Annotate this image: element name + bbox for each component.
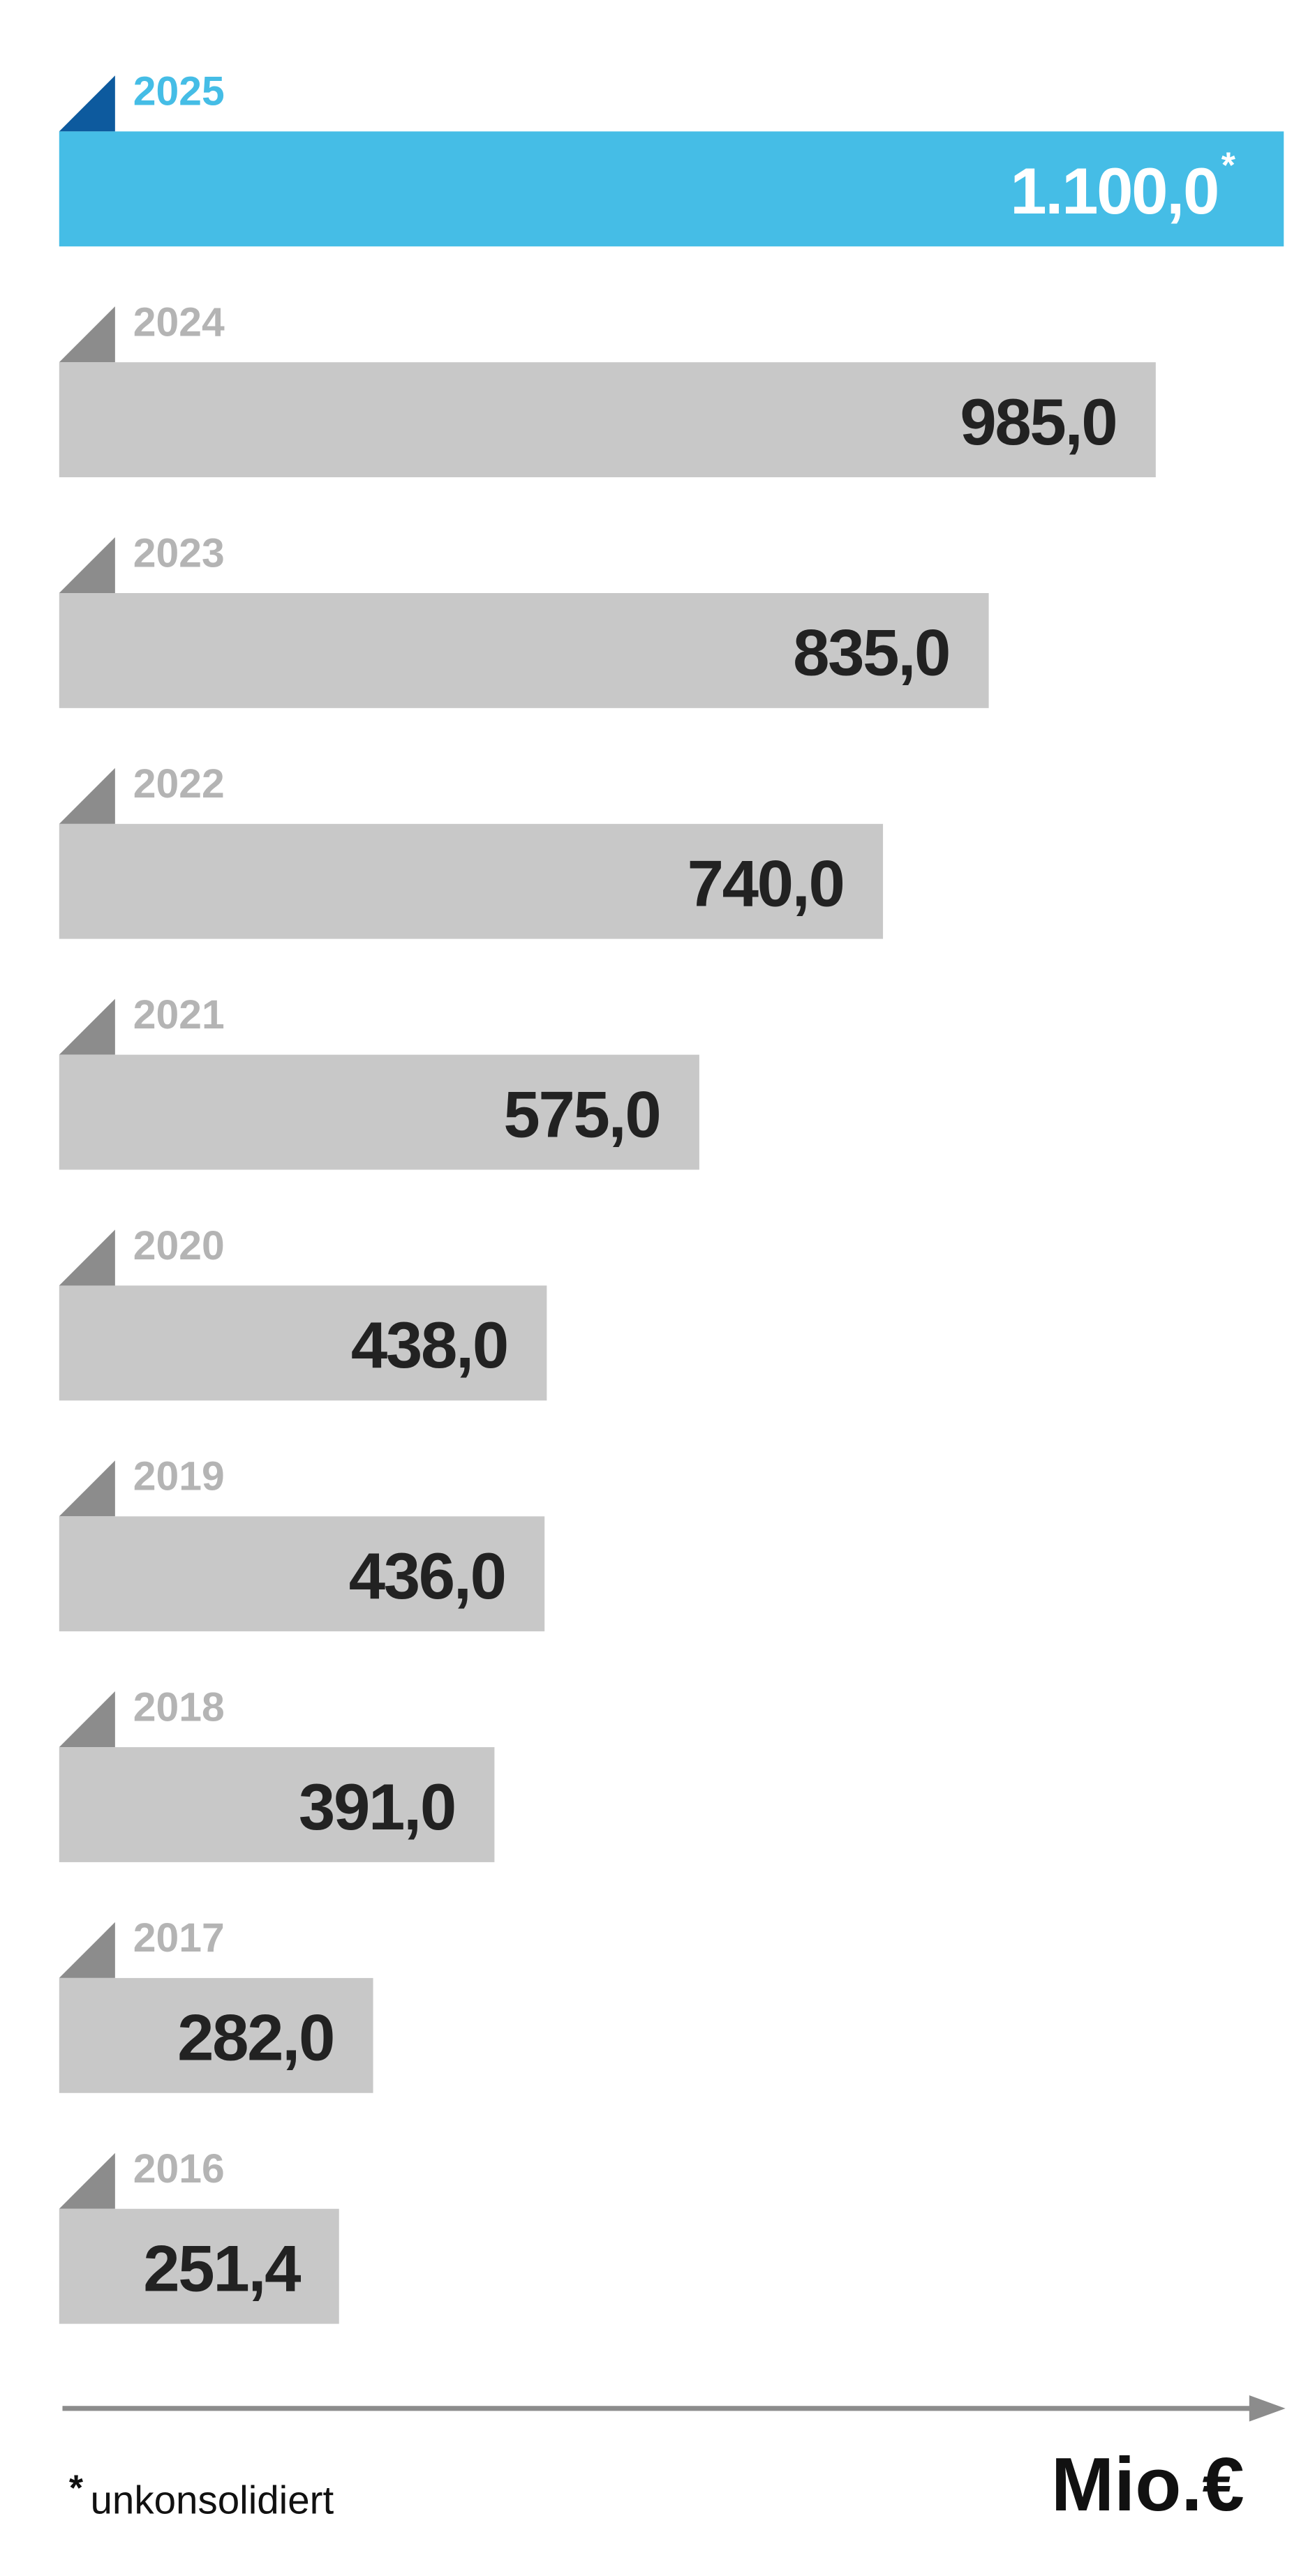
category-label: 2023	[133, 530, 225, 576]
bar-corner	[59, 1229, 115, 1286]
bar-corner	[59, 767, 115, 824]
footnote: unkonsolidiert	[91, 2478, 334, 2522]
bar-corner	[59, 1460, 115, 1517]
value-label: 282,0	[177, 2001, 334, 2074]
category-label: 2016	[133, 2146, 225, 2192]
bar	[59, 1054, 699, 1170]
bar	[59, 362, 1156, 478]
bar	[59, 1977, 373, 2093]
bar-corner	[59, 75, 115, 132]
bar-corner	[59, 1922, 115, 1978]
value-note: *	[1221, 144, 1236, 185]
value-label: 575,0	[503, 1077, 660, 1151]
category-label: 2024	[133, 300, 225, 345]
value-label: 1.100,0	[1010, 154, 1218, 227]
bar	[59, 2208, 339, 2324]
bar	[59, 131, 1284, 247]
bar-corner	[59, 998, 115, 1055]
category-label: 2017	[133, 1915, 225, 1961]
category-label: 2019	[133, 1454, 225, 1499]
bar	[59, 1747, 495, 1862]
value-label: 985,0	[960, 385, 1116, 458]
value-label: 391,0	[299, 1770, 455, 1843]
category-label: 2025	[133, 69, 225, 114]
category-label: 2020	[133, 1223, 225, 1268]
axis-arrow	[1249, 2395, 1286, 2422]
bar	[59, 823, 884, 939]
x-axis-label: Mio.€	[1051, 2442, 1245, 2526]
category-label: 2018	[133, 1684, 225, 1730]
category-label: 2021	[133, 992, 225, 1038]
bar-corner	[59, 1691, 115, 1748]
bar	[59, 593, 989, 708]
value-label: 835,0	[793, 616, 949, 689]
value-label: 740,0	[688, 847, 844, 920]
bar-corner	[59, 306, 115, 363]
value-label: 436,0	[349, 1539, 505, 1612]
value-label: 251,4	[143, 2231, 301, 2305]
category-label: 2022	[133, 761, 225, 807]
bar-corner	[59, 2152, 115, 2209]
value-label: 438,0	[351, 1308, 507, 1381]
footnote-marker: *	[69, 2468, 84, 2508]
bar-corner	[59, 537, 115, 594]
bar	[59, 1516, 545, 1632]
bar	[59, 1285, 547, 1401]
